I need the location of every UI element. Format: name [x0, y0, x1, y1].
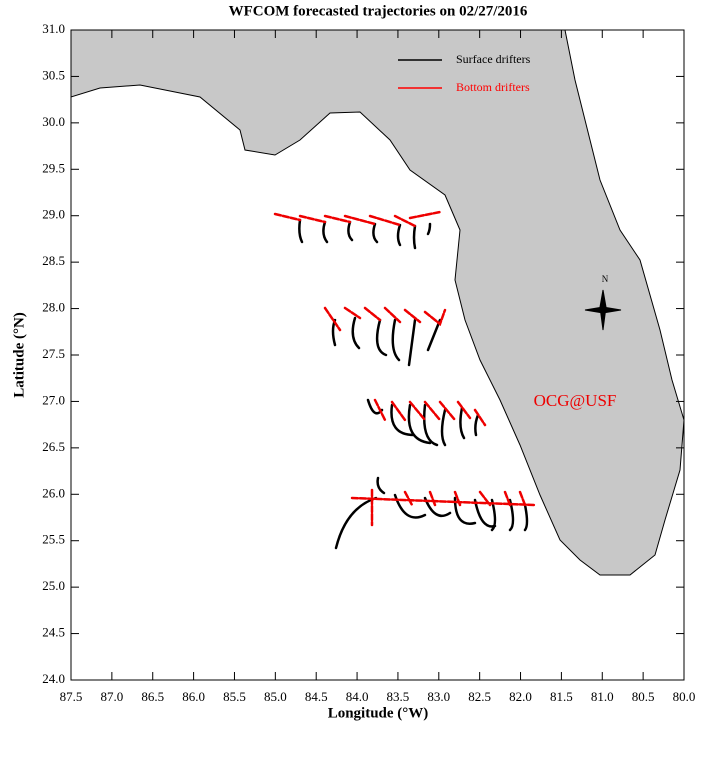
y-tick-label: 31.0 [42, 21, 65, 36]
x-tick-label: 84.0 [346, 689, 369, 704]
land [70, 29, 685, 576]
y-tick-label: 29.5 [42, 160, 65, 175]
compass [584, 289, 622, 331]
x-tick-label: 82.0 [509, 689, 532, 704]
x-tick-label: 83.0 [427, 689, 450, 704]
y-tick-label: 27.0 [42, 392, 65, 407]
y-tick-label: 27.5 [42, 346, 65, 361]
y-tick-label: 25.0 [42, 578, 65, 593]
annotation: OCG@USF [534, 391, 617, 410]
x-tick-label: 82.5 [468, 689, 491, 704]
trajectories [273, 210, 537, 550]
y-axis-label: Latitude (°N) [11, 312, 27, 398]
y-tick-label: 26.5 [42, 439, 65, 454]
x-tick-label: 83.5 [387, 689, 410, 704]
chart-title: WFCOM forecasted trajectories on 02/27/2… [229, 3, 528, 19]
legend-label: Bottom drifters [456, 80, 530, 94]
x-tick-label: 84.5 [305, 689, 328, 704]
x-tick-label: 87.0 [100, 689, 123, 704]
x-tick-label: 81.5 [550, 689, 573, 704]
x-tick-label: 86.0 [182, 689, 205, 704]
compass-label: N [602, 274, 609, 284]
y-tick-label: 28.5 [42, 253, 65, 268]
x-tick-label: 80.5 [632, 689, 655, 704]
x-tick-label: 86.5 [141, 689, 164, 704]
y-tick-label: 30.5 [42, 67, 65, 82]
x-tick-label: 80.0 [673, 689, 696, 704]
y-tick-label: 25.5 [42, 532, 65, 547]
x-axis-label: Longitude (°W) [328, 705, 429, 721]
x-tick-label: 81.0 [591, 689, 614, 704]
y-tick-label: 26.0 [42, 485, 65, 500]
y-tick-label: 24.5 [42, 625, 65, 640]
y-tick-label: 28.0 [42, 300, 65, 315]
x-tick-label: 85.0 [264, 689, 287, 704]
x-tick-label: 85.5 [223, 689, 246, 704]
y-tick-label: 24.0 [42, 671, 65, 686]
x-tick-label: 87.5 [60, 689, 83, 704]
legend-label: Surface drifters [456, 52, 531, 66]
y-tick-label: 29.0 [42, 207, 65, 222]
y-tick-label: 30.0 [42, 114, 65, 129]
